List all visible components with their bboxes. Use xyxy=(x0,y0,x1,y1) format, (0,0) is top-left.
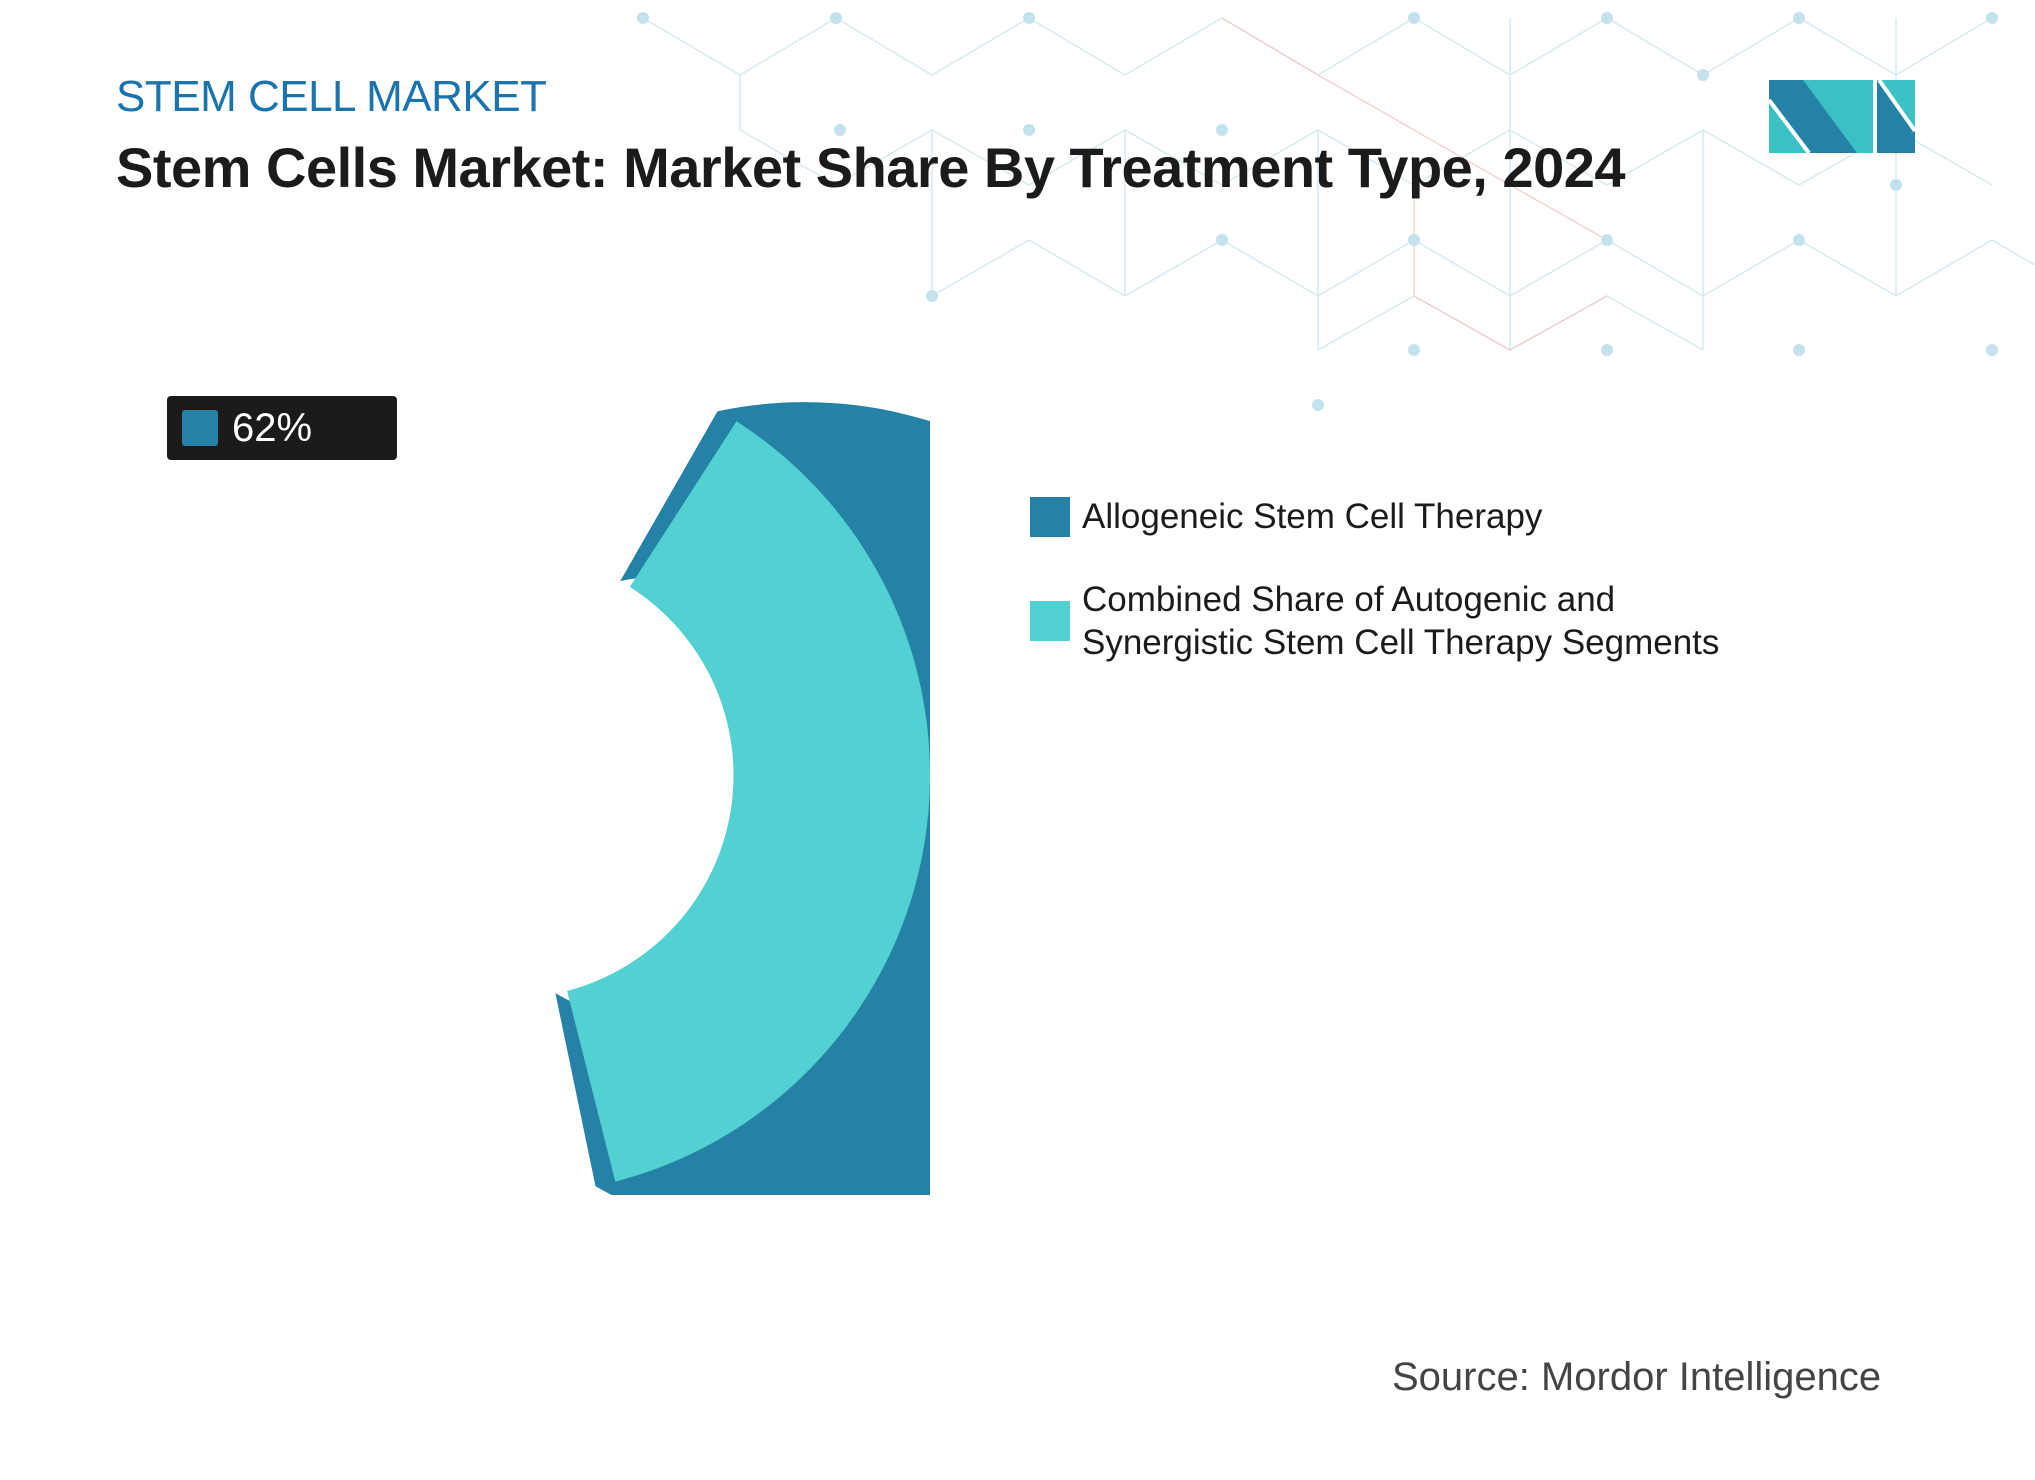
legend-swatch xyxy=(1030,601,1070,641)
legend-label: Combined Share of Autogenic and Synergis… xyxy=(1082,580,1720,662)
slice-combined-autogenic-synergistic[interactable] xyxy=(567,421,930,1182)
legend-swatch xyxy=(1030,496,1070,537)
source-note: Source: Mordor Intelligence xyxy=(1392,1355,1882,1399)
mordor-logo-icon xyxy=(1769,80,1915,153)
legend-item-allogeneic[interactable]: Allogeneic Stem Cell Therapy xyxy=(1030,495,1722,538)
tooltip-swatch xyxy=(182,410,218,446)
tooltip-value: 62% xyxy=(232,405,313,450)
legend-label: Allogeneic Stem Cell Therapy xyxy=(1082,497,1543,536)
market-kicker: STEM CELL MARKET xyxy=(116,72,547,121)
legend-item-combined[interactable]: Combined Share of Autogenic and Synergis… xyxy=(1030,578,1722,664)
donut-chart xyxy=(555,402,930,1195)
chart-legend: Allogeneic Stem Cell Therapy Combined Sh… xyxy=(1030,495,1722,704)
background-hex-pattern xyxy=(637,12,2035,411)
chart-title: Stem Cells Market: Market Share By Treat… xyxy=(116,136,1626,199)
value-tooltip: 62% xyxy=(167,396,397,460)
